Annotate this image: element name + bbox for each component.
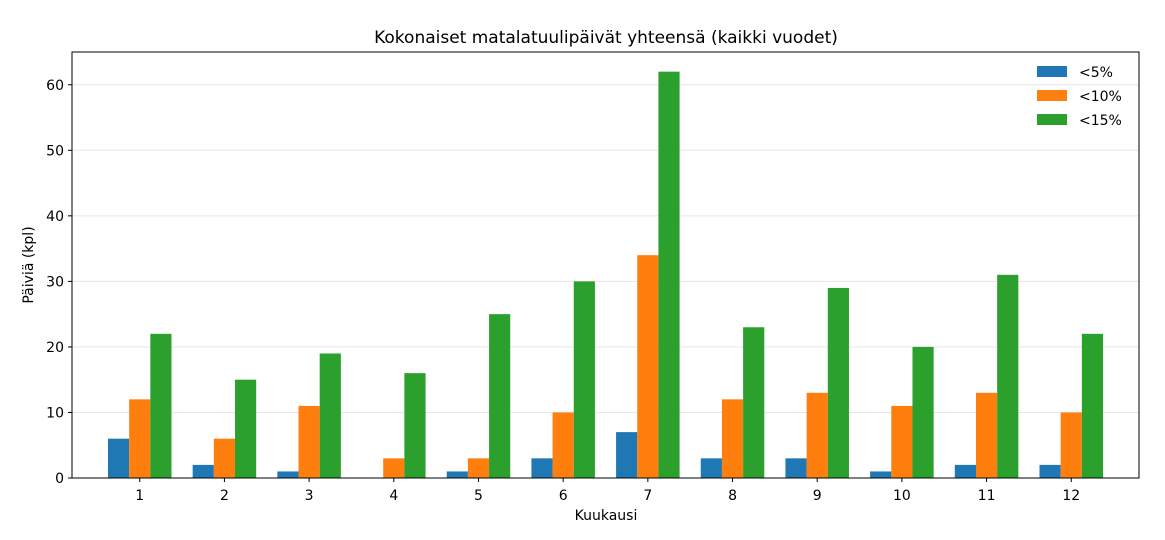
bar [891,405,913,478]
bar [489,314,511,478]
bar [785,458,807,478]
y-tick-label: 30 [46,274,64,290]
bar [531,458,553,478]
chart-title: Kokonaiset matalatuulipäivät yhteensä (k… [374,28,838,48]
bar [277,471,299,478]
x-tick-label: 4 [389,488,398,504]
x-tick-label: 5 [474,488,483,504]
bar [743,327,765,478]
y-tick-label: 10 [46,405,64,421]
x-tick-label: 2 [220,488,229,504]
bar [954,464,976,478]
bar [1081,333,1104,478]
bars [107,71,1104,479]
x-tick-label: 9 [813,488,822,504]
bar [721,399,744,478]
x-tick-label: 1 [135,488,144,504]
x-tick-label: 12 [1062,488,1080,504]
x-tick-label: 10 [893,488,911,504]
bar [552,412,574,478]
bar [404,373,426,478]
bar [870,471,892,478]
bar [997,274,1019,478]
y-axis-label: Päiviä (kpl) [21,226,37,303]
bar [383,458,405,478]
legend-label: <5% [1079,65,1113,81]
plot-frame [71,51,1140,479]
bar [616,432,638,478]
legend-label: <10% [1079,89,1122,105]
legend-swatch [1037,90,1067,101]
bar [213,438,236,478]
bar [1060,412,1082,478]
bar [975,392,998,478]
x-tick-label: 11 [978,488,996,504]
bar [912,346,934,478]
bar [1039,464,1061,478]
legend-swatch [1037,66,1067,77]
x-tick-label: 7 [643,488,652,504]
bar [107,438,130,478]
x-tick-label: 8 [728,488,737,504]
y-tick-label: 20 [46,340,64,356]
bar [637,255,659,478]
bar [700,458,722,478]
bar [446,471,468,478]
x-tick-label: 6 [559,488,568,504]
x-tick-label: 3 [305,488,314,504]
legend: <5% <10% <15% [1037,65,1122,129]
y-tick-label: 60 [46,78,64,94]
legend-swatch [1037,114,1067,125]
bar [129,399,151,478]
bar [235,379,257,478]
bar [298,405,320,478]
legend-label: <15% [1079,113,1122,129]
y-tick-label: 40 [46,209,64,225]
bar [150,333,172,478]
bar [467,458,490,478]
y-tick-label: 0 [55,471,64,487]
bar [658,71,680,479]
bar [806,392,828,478]
y-tick-label: 50 [46,143,64,159]
x-axis-label: Kuukausi [575,508,638,524]
bar [827,287,849,478]
bar [319,353,341,478]
bar [573,281,595,478]
bar [192,464,214,478]
